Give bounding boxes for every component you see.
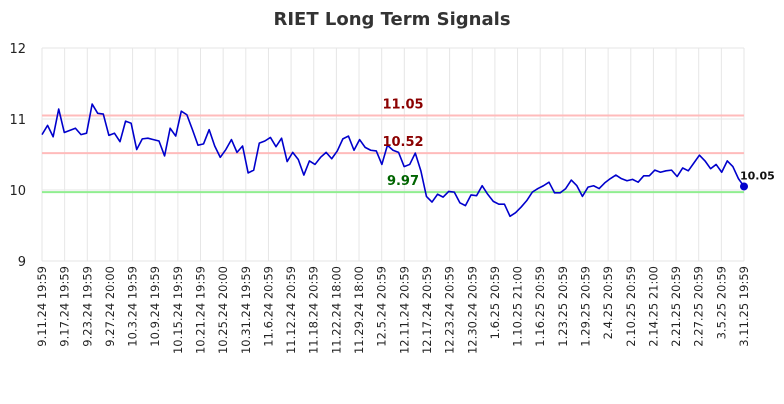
- x-tick-label: 2.4.25 20:59: [601, 266, 615, 339]
- x-axis: 9.11.24 19:59 9.17.24 19:59 9.23.24 19:59 9…: [35, 266, 751, 354]
- signal-line-label: 10.52: [382, 135, 423, 150]
- x-tick-label: 1.29.25 20:59: [578, 266, 592, 347]
- x-tick-label: 3.11.25 19:59: [737, 266, 751, 347]
- x-tick-label: 1.23.25 20:59: [556, 266, 570, 347]
- x-tick-label: 2.14.25 21:00: [646, 266, 660, 347]
- x-tick-label: 1.10.25 21:00: [511, 266, 525, 347]
- signal-line-label: 9.97: [387, 174, 419, 189]
- x-tick-label: 11.22.24 18:00: [329, 266, 343, 354]
- y-tick-label: 9: [18, 255, 26, 270]
- x-tick-label: 10.3.24 19:59: [126, 266, 140, 347]
- x-tick-label: 1.16.25 20:59: [533, 266, 547, 347]
- last-price-label: 10.05: [740, 169, 775, 182]
- x-tick-label: 10.31.24 19:59: [239, 266, 253, 354]
- x-tick-label: 9.17.24 19:59: [58, 266, 72, 347]
- y-tick-label: 12: [9, 42, 26, 57]
- x-tick-label: 11.29.24 18:00: [352, 266, 366, 354]
- series-layer: [41, 103, 748, 218]
- x-tick-label: 12.17.24 20:59: [420, 266, 434, 354]
- x-tick-label: 10.9.24 19:59: [148, 266, 162, 347]
- annotations: 11.05 10.52 9.97 10.05: [382, 97, 774, 189]
- x-tick-label: 2.10.25 20:59: [624, 266, 638, 347]
- grid: [41, 47, 745, 262]
- x-tick-label: 11.12.24 20:59: [284, 266, 298, 354]
- y-tick-label: 11: [9, 113, 26, 128]
- x-tick-label: 12.11.24 20:59: [397, 266, 411, 354]
- price-series-line: [41, 103, 745, 218]
- x-tick-label: 2.27.25 20:59: [692, 266, 706, 347]
- x-tick-label: 10.21.24 19:59: [194, 266, 208, 354]
- x-tick-label: 10.15.24 19:59: [171, 266, 185, 354]
- x-tick-label: 3.5.25 20:59: [714, 266, 728, 339]
- chart-title: RIET Long Term Signals: [273, 9, 510, 30]
- x-tick-label: 11.18.24 20:59: [307, 266, 321, 354]
- x-tick-label: 12.23.24 20:59: [443, 266, 457, 354]
- last-price-point: [740, 182, 748, 191]
- x-tick-label: 12.5.24 20:59: [375, 266, 389, 347]
- x-tick-label: 12.30.24 20:59: [465, 266, 479, 354]
- x-tick-label: 2.21.25 20:59: [669, 266, 683, 347]
- y-axis: 9 10 11 12: [9, 42, 26, 270]
- x-tick-label: 9.11.24 19:59: [35, 266, 49, 347]
- x-tick-label: 9.23.24 19:59: [80, 266, 94, 347]
- signal-line-label: 11.05: [382, 97, 423, 112]
- signal-lines: [42, 114, 744, 194]
- y-tick-label: 10: [9, 184, 26, 199]
- x-tick-label: 10.25.24 20:00: [216, 266, 230, 354]
- x-tick-label: 9.27.24 20:00: [103, 266, 117, 347]
- x-tick-label: 1.6.25 20:59: [488, 266, 502, 339]
- x-tick-label: 11.6.24 20:59: [261, 266, 275, 347]
